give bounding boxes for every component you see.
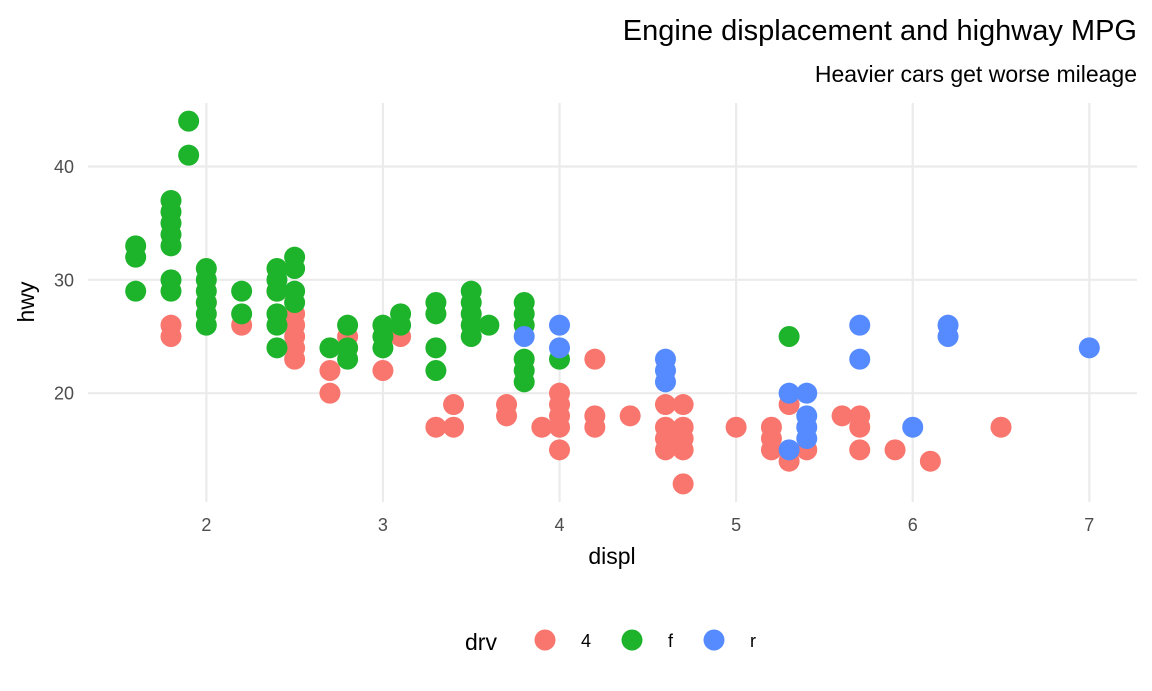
data-point-4 xyxy=(919,450,941,472)
data-point-4 xyxy=(496,405,518,427)
y-tick-label: 40 xyxy=(54,157,74,177)
data-point-f xyxy=(390,314,412,336)
data-point-4 xyxy=(549,416,571,438)
data-point-r xyxy=(549,337,571,359)
x-tick-label: 3 xyxy=(378,515,388,535)
chart-subtitle: Heavier cars get worse mileage xyxy=(815,61,1137,87)
legend-key-4 xyxy=(534,629,556,651)
x-tick-label: 2 xyxy=(201,515,211,535)
data-point-f xyxy=(284,257,306,279)
data-point-4 xyxy=(760,439,782,461)
data-point-4 xyxy=(443,394,465,416)
data-point-4 xyxy=(319,382,341,404)
data-point-f xyxy=(125,280,147,302)
legend-key-r xyxy=(703,629,725,651)
x-axis-ticks: 2 3 4 5 6 7 xyxy=(201,515,1094,535)
x-tick-label: 5 xyxy=(731,515,741,535)
y-tick-label: 20 xyxy=(54,384,74,404)
data-point-4 xyxy=(443,416,465,438)
legend-key-f xyxy=(621,629,643,651)
data-point-f xyxy=(337,314,359,336)
data-point-r xyxy=(654,371,676,393)
data-point-4 xyxy=(849,416,871,438)
gridlines xyxy=(88,103,1137,502)
data-point-4 xyxy=(319,360,341,382)
data-point-4 xyxy=(990,416,1012,438)
legend-label-4: 4 xyxy=(581,631,591,651)
data-point-4 xyxy=(654,439,676,461)
y-axis-ticks: 20 30 40 xyxy=(54,157,74,404)
data-point-f xyxy=(425,303,447,325)
data-point-r xyxy=(513,326,535,348)
data-point-r xyxy=(849,314,871,336)
data-point-f xyxy=(195,314,217,336)
data-point-f xyxy=(178,110,200,132)
data-point-4 xyxy=(672,394,694,416)
data-point-4 xyxy=(654,394,676,416)
legend-title: drv xyxy=(465,629,497,655)
data-point-4 xyxy=(849,439,871,461)
data-point-4 xyxy=(584,348,606,370)
data-point-4 xyxy=(884,439,906,461)
data-point-r xyxy=(778,439,800,461)
data-point-f xyxy=(231,280,253,302)
data-point-r xyxy=(937,326,959,348)
data-point-4 xyxy=(725,416,747,438)
data-point-4 xyxy=(672,439,694,461)
data-point-f xyxy=(425,360,447,382)
data-point-f xyxy=(178,144,200,166)
legend-label-r: r xyxy=(750,631,756,651)
data-point-4 xyxy=(831,405,853,427)
data-point-r xyxy=(778,382,800,404)
data-point-4 xyxy=(584,416,606,438)
data-point-f xyxy=(319,337,341,359)
data-point-r xyxy=(1078,337,1100,359)
data-point-f xyxy=(513,371,535,393)
legend-label-f: f xyxy=(668,631,674,651)
data-point-f xyxy=(372,337,394,359)
data-point-f xyxy=(266,280,288,302)
data-point-f xyxy=(337,348,359,370)
data-point-f xyxy=(425,337,447,359)
data-point-f xyxy=(266,314,288,336)
data-point-4 xyxy=(425,416,447,438)
x-tick-label: 6 xyxy=(908,515,918,535)
x-axis-label: displ xyxy=(588,543,635,569)
data-point-4 xyxy=(531,416,553,438)
data-point-4 xyxy=(284,348,306,370)
data-point-f xyxy=(778,326,800,348)
data-point-4 xyxy=(549,439,571,461)
legend: drv 4 f r xyxy=(465,629,756,655)
data-point-f xyxy=(160,280,182,302)
data-point-f xyxy=(160,235,182,257)
y-tick-label: 30 xyxy=(54,270,74,290)
data-point-f xyxy=(266,337,288,359)
data-point-4 xyxy=(372,360,394,382)
data-point-r xyxy=(549,314,571,336)
data-point-r xyxy=(902,416,924,438)
y-axis-label: hwy xyxy=(13,281,39,322)
x-tick-label: 7 xyxy=(1084,515,1094,535)
data-point-f xyxy=(231,303,253,325)
data-point-f xyxy=(284,292,306,313)
chart-title: Engine displacement and highway MPG xyxy=(623,15,1137,47)
data-points xyxy=(125,110,1100,495)
data-point-4 xyxy=(672,473,694,495)
data-point-r xyxy=(796,428,818,450)
x-tick-label: 4 xyxy=(555,515,565,535)
data-point-4 xyxy=(160,326,182,348)
data-point-f xyxy=(460,326,482,348)
data-point-r xyxy=(849,348,871,370)
data-point-4 xyxy=(619,405,641,427)
data-point-r xyxy=(796,382,818,404)
data-point-f xyxy=(125,246,147,268)
data-point-f xyxy=(478,314,500,336)
